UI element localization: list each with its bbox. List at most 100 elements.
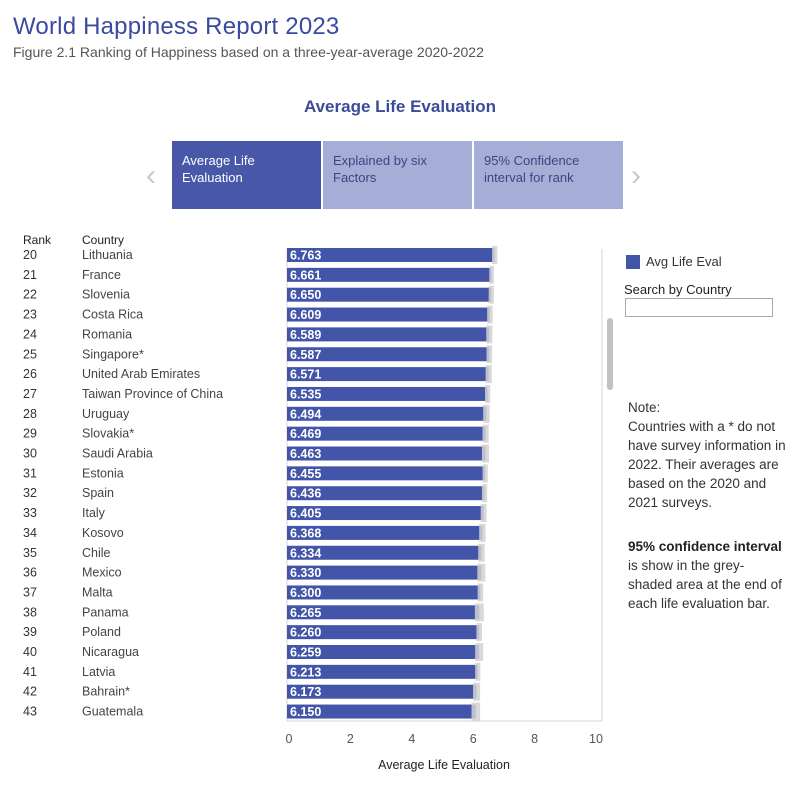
value-label: 6.213	[290, 665, 321, 679]
x-tick-label: 4	[408, 732, 415, 746]
bar	[287, 466, 486, 481]
ci-band	[476, 623, 482, 642]
ci-band	[486, 325, 493, 344]
report-title: World Happiness Report 2023	[13, 13, 340, 40]
value-label: 6.405	[290, 507, 321, 521]
rank-label: 31	[23, 466, 37, 480]
value-label: 6.589	[290, 328, 321, 342]
note-title: Note:	[628, 400, 661, 415]
scrollbar-thumb[interactable]	[607, 318, 613, 390]
rank-label: 39	[23, 625, 37, 639]
ci-band	[480, 504, 487, 523]
note-text: Countries with a * do not have survey in…	[628, 419, 786, 510]
country-label: Bahrain*	[82, 685, 130, 699]
rank-label: 32	[23, 486, 37, 500]
country-label: Uruguay	[82, 407, 130, 421]
rank-label: 25	[23, 347, 37, 361]
rank-label: 33	[23, 506, 37, 520]
ci-band	[483, 404, 490, 423]
value-label: 6.587	[290, 348, 321, 362]
ci-band	[485, 384, 491, 403]
value-label: 6.260	[290, 626, 321, 640]
country-label: Mexico	[82, 566, 122, 580]
country-label: Nicaragua	[82, 645, 139, 659]
bar	[287, 267, 492, 282]
x-tick-label: 6	[470, 732, 477, 746]
ci-band	[492, 246, 498, 264]
x-tick-label: 8	[531, 732, 538, 746]
rank-label: 20	[23, 248, 37, 262]
value-label: 6.259	[290, 646, 321, 660]
country-label: Italy	[82, 506, 106, 520]
ci-band	[482, 424, 489, 443]
bar	[287, 585, 481, 600]
country-label: Estonia	[82, 466, 124, 480]
bar	[287, 565, 482, 580]
x-axis-label: Average Life Evaluation	[378, 758, 510, 772]
bar	[287, 506, 484, 521]
tab-label-line2: Evaluation	[182, 170, 243, 185]
tab-label-line2: interval for rank	[484, 170, 574, 185]
ci-band	[482, 464, 488, 483]
country-label: Kosovo	[82, 526, 124, 540]
ci-note-bold: 95% confidence interval	[628, 539, 782, 554]
value-label: 6.173	[290, 685, 321, 699]
rank-column-header: Rank	[23, 233, 52, 247]
ci-band	[478, 543, 485, 562]
tab-confidence-interval-for-rank[interactable]: 95% Confidence interval for rank	[474, 141, 623, 209]
value-label: 6.535	[290, 387, 321, 401]
ci-band	[487, 305, 493, 324]
value-label: 6.609	[290, 308, 321, 322]
ci-band	[486, 345, 493, 364]
ci-note-text: is show in the grey-shaded area at the e…	[628, 558, 782, 611]
search-country-input[interactable]	[625, 298, 773, 317]
rank-label: 30	[23, 447, 37, 461]
tab-explained-by-six-factors[interactable]: Explained by six Factors	[323, 141, 472, 209]
country-label: Taiwan Province of China	[82, 387, 223, 401]
bar	[287, 525, 483, 540]
chevron-left-icon[interactable]: ‹	[146, 159, 156, 192]
rank-label: 27	[23, 387, 37, 401]
x-tick-label: 0	[286, 732, 293, 746]
bar	[287, 704, 476, 719]
figure-subtitle: Figure 2.1 Ranking of Happiness based on…	[13, 44, 484, 60]
ci-band	[488, 285, 494, 304]
rank-label: 24	[23, 327, 37, 341]
country-label: Slovenia	[82, 288, 130, 302]
bar	[287, 248, 495, 262]
ci-note-block: 95% confidence interval is show in the g…	[628, 537, 786, 613]
tab-label-line1: Explained by six	[333, 153, 427, 168]
ci-band	[475, 662, 481, 681]
tab-average-life-evaluation[interactable]: Average Life Evaluation	[172, 141, 321, 209]
value-label: 6.330	[290, 566, 321, 580]
ci-band	[477, 583, 484, 602]
country-label: Latvia	[82, 665, 115, 679]
rank-label: 34	[23, 526, 37, 540]
country-column-header: Country	[82, 233, 125, 247]
bar	[287, 426, 486, 441]
rank-label: 43	[23, 705, 37, 719]
bar	[287, 664, 478, 679]
bar	[287, 347, 490, 362]
note-block: Note: Countries with a * do not have sur…	[628, 398, 788, 512]
country-label: Romania	[82, 327, 132, 341]
country-label: Guatemala	[82, 705, 143, 719]
chevron-right-icon[interactable]: ›	[631, 159, 641, 192]
rank-label: 41	[23, 665, 37, 679]
ci-band	[473, 682, 481, 701]
country-label: Saudi Arabia	[82, 447, 153, 461]
rank-label: 21	[23, 268, 37, 282]
value-label: 6.265	[290, 606, 321, 620]
ci-band	[475, 643, 484, 661]
rank-label: 22	[23, 288, 37, 302]
ci-band	[485, 365, 492, 384]
ci-band	[481, 444, 490, 463]
bar	[287, 307, 490, 322]
value-label: 6.494	[290, 407, 321, 421]
rank-label: 26	[23, 367, 37, 381]
country-label: Poland	[82, 625, 121, 639]
country-label: Panama	[82, 605, 129, 619]
value-label: 6.571	[290, 368, 321, 382]
rank-label: 29	[23, 427, 37, 441]
